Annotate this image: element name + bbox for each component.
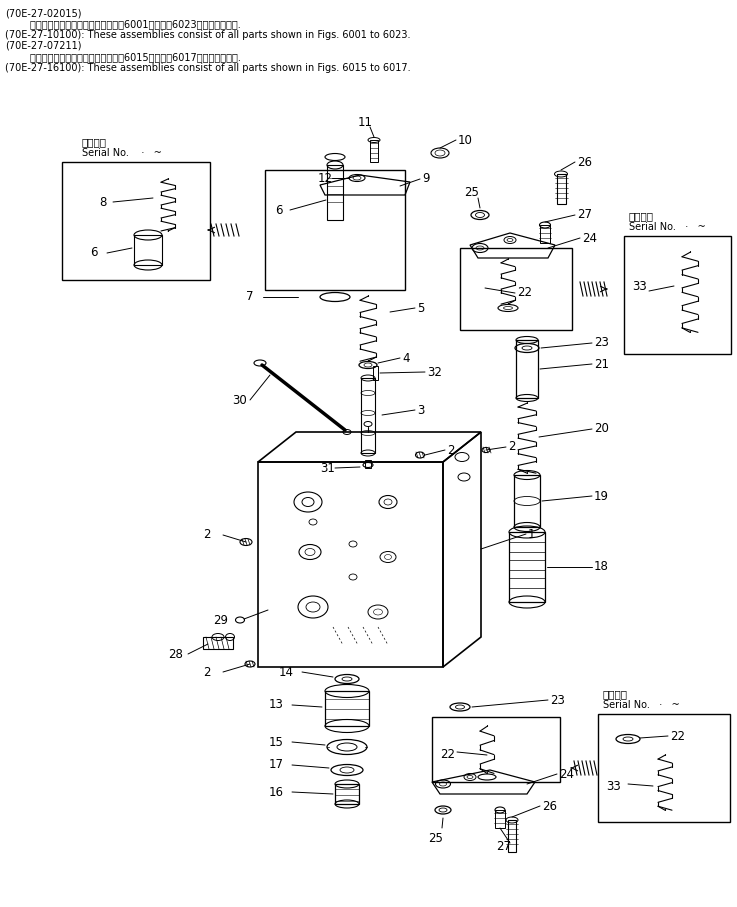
Text: これらのアセンブリの構成部品は第6015図から第6017図まで含みます.: これらのアセンブリの構成部品は第6015図から第6017図まで含みます. — [5, 52, 241, 62]
Text: 12: 12 — [318, 171, 333, 184]
Text: 19: 19 — [594, 490, 609, 502]
Text: 5: 5 — [417, 301, 425, 315]
Text: 26: 26 — [542, 799, 557, 813]
Text: 15: 15 — [269, 736, 284, 748]
Text: 25: 25 — [464, 186, 479, 199]
Text: 3: 3 — [417, 404, 425, 416]
Bar — [495, 810, 505, 828]
Bar — [365, 460, 371, 468]
Bar — [540, 225, 550, 243]
Bar — [327, 165, 343, 220]
Text: 1: 1 — [528, 528, 536, 541]
Bar — [460, 248, 572, 330]
Text: 27: 27 — [496, 841, 511, 853]
Text: 24: 24 — [582, 231, 597, 245]
Text: 23: 23 — [594, 336, 609, 349]
Bar — [373, 366, 378, 380]
Text: Serial No.   ·   ~: Serial No. · ~ — [603, 700, 680, 710]
Text: 13: 13 — [269, 698, 284, 711]
Text: 適用号機: 適用号機 — [629, 211, 654, 221]
Text: 29: 29 — [213, 613, 228, 627]
Bar — [557, 174, 566, 204]
Bar — [509, 542, 545, 552]
Text: 25: 25 — [428, 832, 443, 844]
Bar — [516, 340, 538, 398]
Bar — [508, 820, 516, 852]
Text: 24: 24 — [559, 767, 574, 781]
Bar — [509, 560, 545, 570]
Text: 17: 17 — [269, 758, 284, 772]
Text: 31: 31 — [320, 462, 335, 474]
Text: 9: 9 — [422, 172, 430, 186]
Text: 2: 2 — [203, 666, 211, 678]
Text: 21: 21 — [594, 357, 609, 370]
Bar — [598, 714, 730, 822]
Bar — [361, 378, 375, 453]
Text: 10: 10 — [458, 133, 473, 147]
Bar — [265, 170, 405, 290]
Text: 26: 26 — [577, 155, 592, 169]
Bar — [509, 578, 545, 588]
Text: 2: 2 — [203, 529, 211, 541]
Text: Serial No.   ·   ~: Serial No. · ~ — [629, 222, 706, 232]
Text: 27: 27 — [577, 209, 592, 221]
Text: (70E-27-10100): These assemblies consist of all parts shown in Figs. 6001 to 602: (70E-27-10100): These assemblies consist… — [5, 30, 411, 40]
Bar — [432, 717, 560, 782]
Text: (70E-27-02015): (70E-27-02015) — [5, 8, 82, 18]
Bar — [134, 235, 162, 265]
Text: 20: 20 — [594, 423, 609, 435]
Text: 32: 32 — [427, 366, 442, 378]
Text: Serial No.    ·   ~: Serial No. · ~ — [82, 148, 162, 158]
Text: 22: 22 — [517, 287, 532, 299]
Text: 22: 22 — [670, 729, 685, 743]
Text: 8: 8 — [99, 196, 106, 209]
Bar — [370, 140, 378, 162]
Text: 6: 6 — [90, 247, 97, 259]
Bar — [335, 784, 359, 804]
Bar — [514, 475, 540, 527]
Bar — [203, 637, 233, 649]
Text: (70E-27-16100): These assemblies consist of all parts shown in Figs. 6015 to 601: (70E-27-16100): These assemblies consist… — [5, 63, 411, 73]
Text: 4: 4 — [402, 352, 410, 365]
Text: 14: 14 — [279, 666, 294, 678]
Text: 23: 23 — [550, 694, 565, 707]
Bar — [325, 691, 369, 726]
Text: 2: 2 — [508, 441, 515, 454]
Text: (70E-27-07211): (70E-27-07211) — [5, 41, 82, 51]
Text: 16: 16 — [269, 785, 284, 798]
Text: 33: 33 — [632, 279, 647, 292]
Text: 適用号機: 適用号機 — [603, 689, 628, 699]
Text: 11: 11 — [358, 116, 373, 130]
Bar — [62, 162, 210, 280]
Text: 33: 33 — [606, 779, 621, 793]
Text: 適用号機: 適用号機 — [82, 137, 107, 147]
Text: 18: 18 — [594, 561, 609, 573]
Text: 6: 6 — [275, 203, 282, 217]
Text: 22: 22 — [440, 748, 455, 762]
Bar — [509, 532, 545, 602]
Bar — [624, 236, 731, 354]
Text: 2: 2 — [447, 444, 455, 456]
Text: 28: 28 — [168, 648, 183, 660]
Bar — [258, 462, 443, 667]
Text: 7: 7 — [246, 290, 254, 304]
Text: これらのアセンブリの構成部品は第6001図から第6023図まで含みます.: これらのアセンブリの構成部品は第6001図から第6023図まで含みます. — [5, 19, 241, 29]
Text: 30: 30 — [232, 394, 247, 406]
